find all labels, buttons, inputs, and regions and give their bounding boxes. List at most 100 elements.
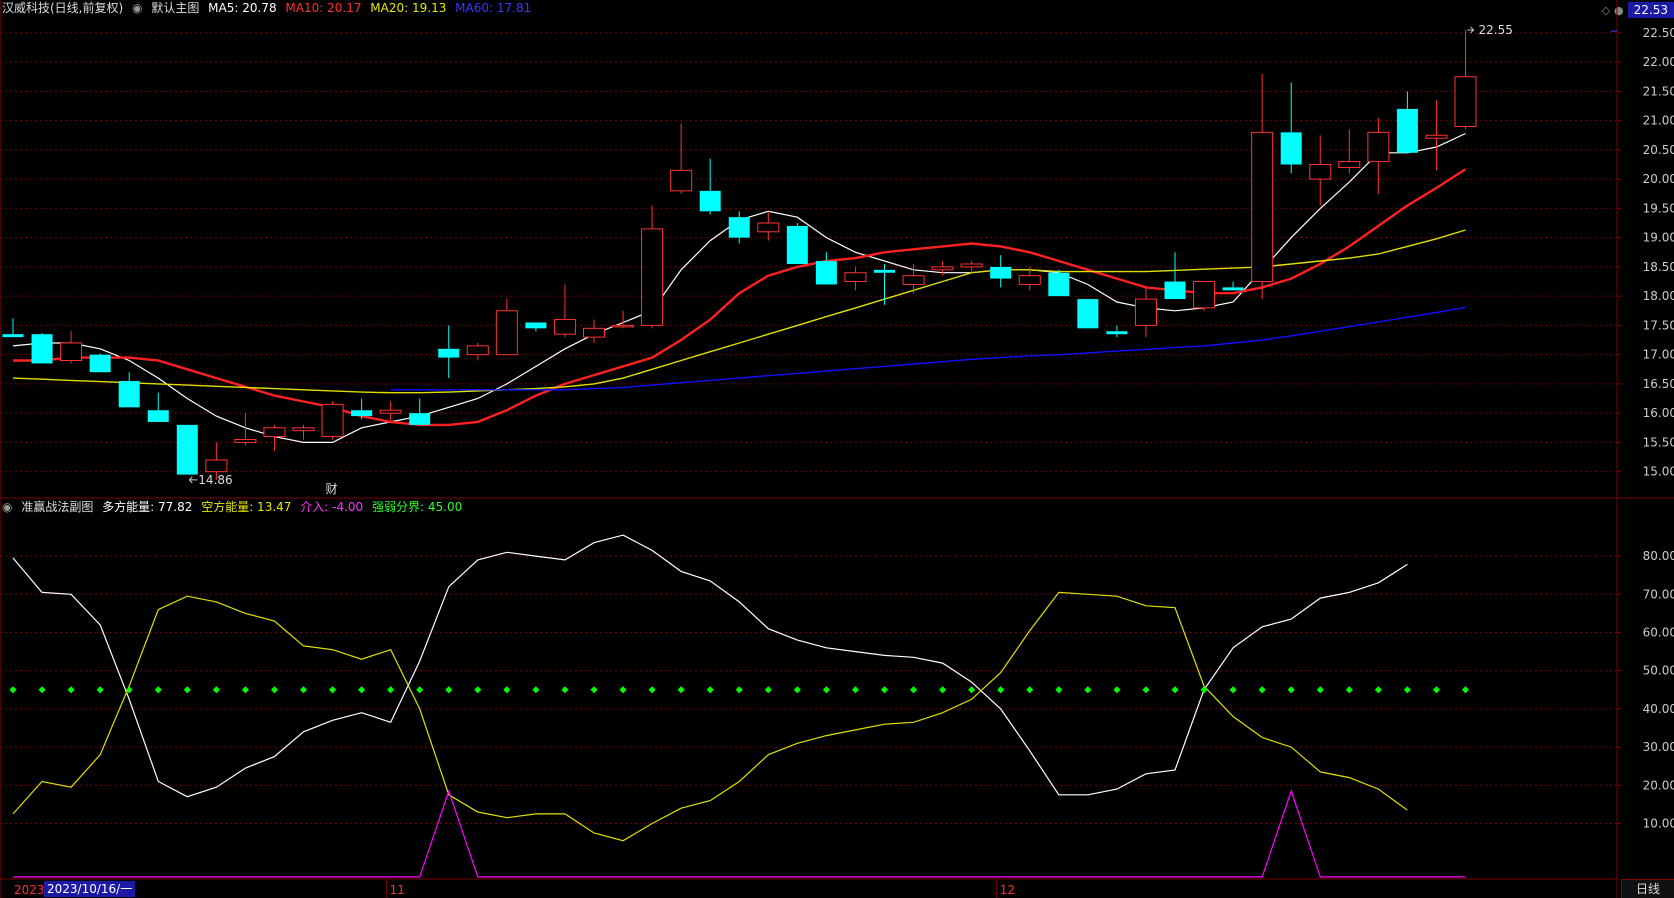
sub-y-tick-label: 10.00 bbox=[1643, 816, 1674, 830]
candle-body bbox=[525, 322, 547, 329]
sub-y-tick-label: 70.00 bbox=[1643, 587, 1674, 601]
candlestick bbox=[1280, 82, 1302, 174]
bear-energy-label: 空方能量: 13.47 bbox=[201, 500, 292, 514]
candlestick bbox=[205, 442, 228, 480]
candlestick bbox=[234, 413, 257, 446]
diamond-icon[interactable]: ◇ bbox=[1601, 3, 1611, 17]
stock-title[interactable]: 汉威科技(日线,前复权) bbox=[2, 1, 124, 15]
candlestick bbox=[118, 372, 140, 408]
candlestick bbox=[525, 322, 547, 332]
divide-dot bbox=[735, 686, 743, 694]
candle-body bbox=[902, 275, 925, 285]
candle-body bbox=[89, 354, 111, 373]
main-chart-header: 汉威科技(日线,前复权) ◉ 默认主图 MA5: 20.78 MA10: 20.… bbox=[2, 0, 536, 16]
divide-dot bbox=[474, 686, 482, 694]
candle-body bbox=[2, 334, 24, 338]
candlestick bbox=[351, 398, 373, 420]
candle-body bbox=[438, 348, 460, 358]
candlestick bbox=[1048, 269, 1070, 297]
candlestick bbox=[699, 158, 721, 215]
date-cursor-label: 2023/10/16/一 bbox=[44, 881, 136, 897]
divide-dot bbox=[503, 686, 511, 694]
candle-body bbox=[931, 266, 954, 271]
divide-dot bbox=[212, 686, 220, 694]
candle-body bbox=[1454, 76, 1477, 127]
settings-icon[interactable]: ● bbox=[1614, 3, 1624, 17]
chart-menu-icon[interactable]: ◉ bbox=[132, 1, 143, 15]
sub-y-tick-label: 30.00 bbox=[1643, 740, 1674, 754]
divide-dot bbox=[561, 686, 569, 694]
sub-y-tick-label: 20.00 bbox=[1643, 778, 1674, 792]
main-y-tick-label: 17.50 bbox=[1643, 318, 1674, 332]
divide-dot bbox=[822, 686, 830, 694]
divide-dot bbox=[1113, 686, 1121, 694]
divide-dot bbox=[358, 686, 366, 694]
candle-body bbox=[553, 319, 576, 335]
divide-dot bbox=[1258, 686, 1266, 694]
divide-dot bbox=[241, 686, 249, 694]
candle-body bbox=[60, 342, 83, 362]
ma10-label: MA10: 20.17 bbox=[285, 1, 362, 15]
candle-body bbox=[1309, 164, 1332, 180]
main-y-tick-label: 18.00 bbox=[1643, 289, 1674, 303]
candle-body bbox=[495, 310, 518, 356]
candle-body bbox=[960, 263, 983, 268]
candle-body bbox=[292, 427, 315, 432]
sub-chart-menu-icon[interactable]: ◉ bbox=[2, 500, 13, 514]
candle-body bbox=[205, 459, 228, 473]
candlestick bbox=[728, 211, 750, 244]
divide-dot bbox=[9, 686, 17, 694]
divide-dot bbox=[706, 686, 714, 694]
main-y-tick-label: 15.00 bbox=[1643, 465, 1674, 479]
candlestick bbox=[1164, 252, 1186, 300]
divide-dot bbox=[764, 686, 772, 694]
divide-dot bbox=[851, 686, 859, 694]
candle-body bbox=[728, 217, 750, 238]
candle-body bbox=[699, 190, 721, 212]
ma-line-ma60 bbox=[390, 306, 1466, 391]
divide-dot bbox=[270, 686, 278, 694]
divide-dot bbox=[648, 686, 656, 694]
candlestick bbox=[931, 261, 954, 276]
candlestick bbox=[466, 342, 489, 361]
divide-dot bbox=[38, 686, 46, 694]
candlestick bbox=[495, 299, 518, 356]
main-y-tick-label: 16.50 bbox=[1643, 377, 1674, 391]
candlestick bbox=[60, 331, 83, 364]
candlestick bbox=[409, 398, 431, 425]
month-label: 11 bbox=[390, 883, 405, 897]
divide-dot bbox=[1345, 686, 1353, 694]
month-label: 12 bbox=[1000, 883, 1015, 897]
period-button[interactable]: 日线 bbox=[1621, 879, 1674, 898]
intervene-label: 介入: -4.00 bbox=[300, 500, 364, 514]
divide-dot bbox=[1316, 686, 1324, 694]
candle-body bbox=[1425, 134, 1448, 139]
candlestick bbox=[176, 424, 198, 475]
divide-dot bbox=[96, 686, 104, 694]
divide-dot bbox=[968, 686, 976, 694]
current-price-tag: 22.53 bbox=[1627, 2, 1674, 18]
ma20-label: MA20: 19.13 bbox=[370, 1, 447, 15]
sub-chart-name[interactable]: 准赢战法副图 bbox=[21, 500, 94, 514]
candlestick bbox=[2, 318, 24, 338]
candlestick bbox=[292, 424, 315, 440]
candle-body bbox=[147, 410, 169, 422]
low-price-label: 14.86 bbox=[198, 473, 232, 487]
divide-dot bbox=[416, 686, 424, 694]
candlestick bbox=[815, 252, 837, 285]
candle-body bbox=[379, 409, 402, 414]
candlestick bbox=[1396, 91, 1418, 153]
candlestick bbox=[670, 123, 693, 194]
candle-body bbox=[263, 427, 286, 438]
divide-dot bbox=[880, 686, 889, 694]
divide-dot bbox=[1287, 686, 1295, 694]
candlestick bbox=[641, 205, 664, 329]
divide-dot bbox=[939, 686, 947, 694]
main-chart-name[interactable]: 默认主图 bbox=[151, 1, 200, 15]
candle-body bbox=[1106, 331, 1128, 335]
divide-dot bbox=[1200, 686, 1208, 694]
candlestick bbox=[1425, 100, 1448, 171]
divide-dot bbox=[910, 686, 918, 694]
